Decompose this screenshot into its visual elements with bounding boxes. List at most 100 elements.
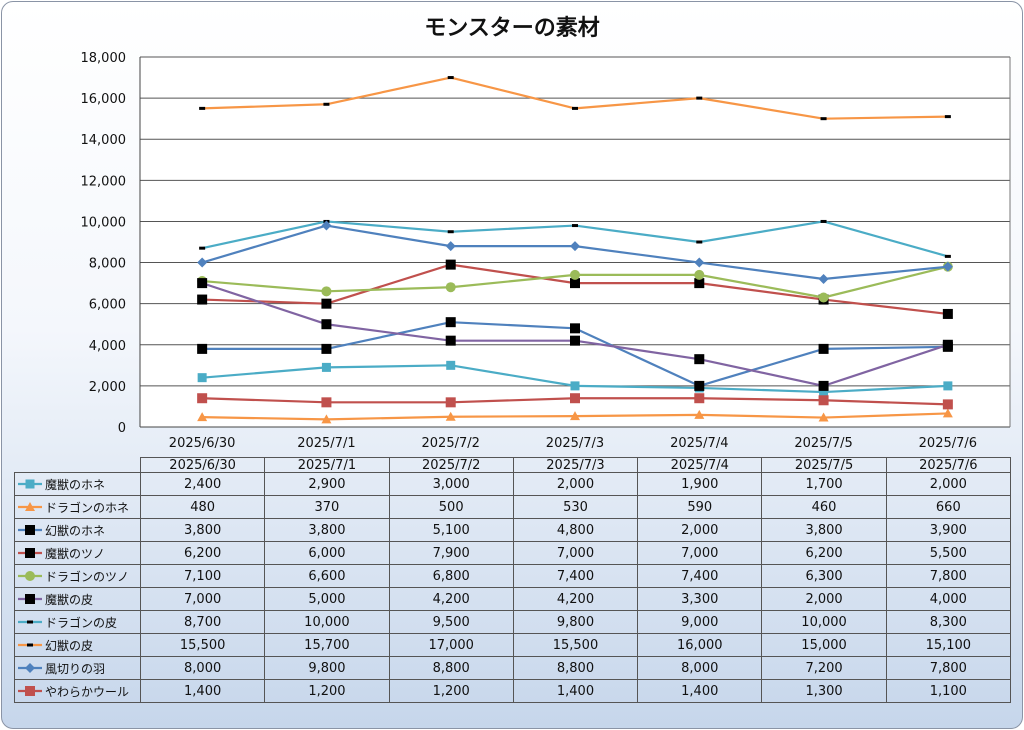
table-cell: 1,200 — [388, 679, 514, 703]
table-cell: 590 — [637, 495, 763, 519]
table-header-cell: 2025/7/2 — [388, 457, 514, 473]
table-row: 魔獣のホネ 2,400 2,900 3,000 2,000 1,900 1,700 2,000 — [14, 472, 1011, 496]
table-cell: 4,800 — [512, 518, 639, 542]
table-cell: 1,400 — [512, 679, 639, 703]
table-cell: 2,000 — [512, 472, 639, 496]
data-point — [321, 220, 332, 231]
data-point — [942, 408, 953, 418]
data-point — [25, 525, 35, 535]
legend-key — [18, 548, 42, 558]
x-tick-label: 2025/7/5 — [794, 436, 852, 451]
table-cell: 5,000 — [264, 587, 390, 611]
table-cell: 7,900 — [388, 541, 514, 565]
table-cell: 3,800 — [264, 518, 390, 542]
data-point — [572, 106, 578, 110]
legend-key — [18, 502, 42, 511]
data-point — [445, 259, 456, 270]
table-cell: 460 — [761, 495, 887, 519]
table-row: ドラゴンのツノ 7,100 6,600 6,800 7,400 7,400 6,300 7,8… — [14, 564, 1011, 588]
data-point — [25, 479, 35, 489]
table-header-cell: 2025/7/1 — [264, 457, 390, 473]
table-row: 魔獣のツノ 6,200 6,000 7,900 7,000 7,000 6,200 5,500 — [14, 541, 1011, 565]
data-point — [445, 241, 456, 252]
table-row: 魔獣の皮 7,000 5,000 4,200 4,200 3,300 2,000 4,000 — [14, 587, 1011, 611]
data-point — [572, 224, 578, 228]
table-cell: 1,100 — [885, 679, 1011, 703]
table-cell: 15,500 — [512, 633, 639, 657]
x-tick-label: 2025/6/30 — [169, 436, 236, 451]
table-cell: 2,000 — [637, 518, 763, 542]
table-row: やわらかウール 1,400 1,200 1,200 1,400 1,400 1,300 1,1… — [14, 679, 1011, 703]
table-cell: 6,000 — [264, 541, 390, 565]
legend-key — [18, 571, 42, 581]
x-tick-label: 2025/7/2 — [422, 436, 480, 451]
table-cell: 2,000 — [885, 472, 1011, 496]
legend-key — [18, 643, 42, 647]
data-point — [570, 381, 580, 391]
table-row: ドラゴンの皮 8,700 10,000 9,500 9,800 9,000 10,000 8,… — [14, 610, 1011, 634]
table-cell: 8,700 — [139, 610, 266, 634]
table-row: 風切りの羽 8,000 9,800 8,800 8,800 8,000 7,200 7,800 — [14, 656, 1011, 680]
y-tick-label: 16,000 — [81, 92, 127, 107]
table-cell: 3,000 — [388, 472, 514, 496]
table-cell: 500 — [388, 495, 514, 519]
legend-entry: ドラゴンのホネ — [14, 495, 141, 519]
table-cell: 3,900 — [885, 518, 1011, 542]
legend-key — [18, 594, 42, 604]
data-point — [944, 115, 951, 119]
data-point — [694, 269, 705, 280]
table-cell: 4,200 — [388, 587, 514, 611]
table-header-cell: 2025/7/6 — [885, 457, 1011, 473]
table-cell: 8,300 — [885, 610, 1011, 634]
table-cell: 4,000 — [885, 587, 1011, 611]
table-cell: 660 — [885, 495, 1011, 519]
data-point — [944, 254, 951, 258]
data-point — [694, 393, 705, 404]
y-tick-label: 6,000 — [89, 298, 126, 313]
table-cell: 7,000 — [637, 541, 763, 565]
series-name: ドラゴンの皮 — [45, 615, 118, 630]
table-header-cell: 2025/7/5 — [761, 457, 887, 473]
data-point — [818, 412, 829, 422]
data-point — [25, 502, 35, 511]
table-cell: 4,200 — [512, 587, 639, 611]
data-point — [570, 278, 580, 289]
series-name: 幻獣の皮 — [45, 638, 94, 653]
table-cell: 2,400 — [139, 472, 266, 496]
table-cell: 9,800 — [512, 610, 639, 634]
table-row: ドラゴンのホネ 480 370 500 530 590 460 660 — [14, 495, 1011, 519]
table-cell: 3,300 — [637, 587, 763, 611]
table-cell: 8,800 — [512, 656, 639, 680]
data-point — [321, 298, 332, 309]
data-point — [197, 278, 208, 289]
table-cell: 15,000 — [761, 633, 887, 657]
table-cell: 1,400 — [139, 679, 266, 703]
data-point — [570, 323, 580, 334]
data-point — [197, 373, 207, 383]
table-cell: 480 — [139, 495, 266, 519]
data-point — [25, 663, 35, 673]
y-tick-label: 18,000 — [81, 51, 127, 66]
data-point — [694, 409, 705, 419]
data-point — [942, 261, 953, 272]
table-cell: 3,800 — [139, 518, 266, 542]
table-cell: 7,400 — [512, 564, 639, 588]
data-point — [942, 308, 953, 319]
table-cell: 6,200 — [761, 541, 887, 565]
table-cell: 7,000 — [139, 587, 266, 611]
data-point — [943, 381, 953, 391]
data-point — [818, 292, 829, 303]
series-幻獣の皮 — [199, 76, 951, 121]
series-ドラゴンのホネ — [197, 408, 953, 424]
table-cell: 530 — [512, 495, 639, 519]
table-cell: 8,800 — [388, 656, 514, 680]
series-name: やわらかウール — [45, 684, 130, 699]
data-point — [445, 397, 456, 408]
table-cell: 5,100 — [388, 518, 514, 542]
table-cell: 15,700 — [264, 633, 390, 657]
data-point — [27, 620, 33, 624]
table-cell: 9,800 — [264, 656, 390, 680]
table-cell: 15,500 — [139, 633, 266, 657]
table-cell: 10,000 — [761, 610, 887, 634]
series-やわらかウール — [197, 393, 953, 410]
